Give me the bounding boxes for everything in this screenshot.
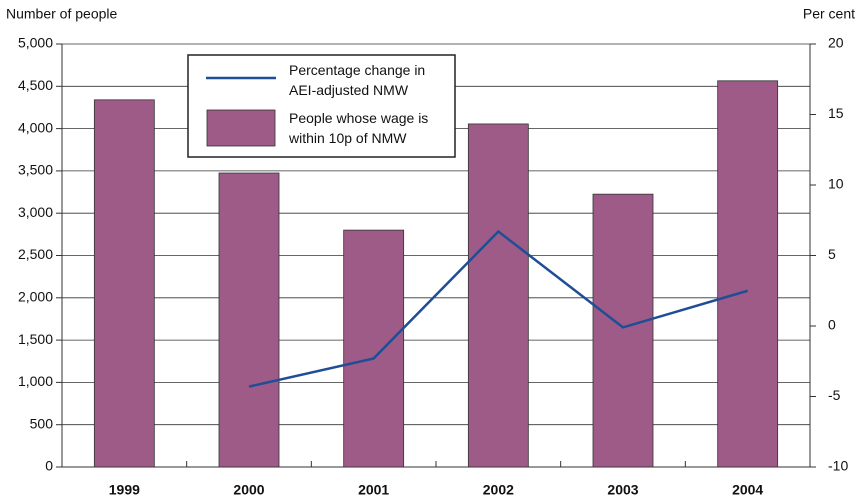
y-tick-label: 2,000	[18, 289, 53, 305]
x-tick-label: 2002	[483, 482, 514, 498]
x-tick-label: 2004	[732, 482, 763, 498]
y-tick-label: 0	[45, 458, 53, 474]
legend-label: People whose wage is within 10p of NMW	[289, 110, 429, 146]
y2-tick-label: 10	[828, 176, 844, 192]
x-tick-label: 2000	[233, 482, 264, 498]
y2-tick-label: 5	[828, 246, 836, 262]
bar	[343, 229, 405, 468]
y-tick-label: 5,000	[18, 35, 53, 51]
y-tick-label: 4,500	[18, 77, 53, 93]
legend-swatch	[206, 109, 276, 147]
x-tick-label: 2001	[358, 482, 389, 498]
y2-tick-label: -5	[828, 387, 841, 403]
x-tick-label: 2003	[607, 482, 638, 498]
line	[248, 229, 749, 388]
y2-tick-label: -10	[828, 458, 848, 474]
bar	[93, 99, 155, 468]
x-tick-label: 1999	[109, 482, 140, 498]
y-tick-label: 4,000	[18, 119, 53, 135]
y-tick-label: 500	[30, 415, 54, 431]
y-axis-label: Number of people	[6, 6, 118, 22]
y2-tick-label: 15	[828, 105, 844, 121]
bar	[218, 172, 280, 468]
y-tick-label: 3,000	[18, 204, 53, 220]
y2-axis-label: Per cent	[803, 6, 855, 22]
bar	[467, 123, 529, 468]
y-tick-label: 2,500	[18, 246, 53, 262]
y2-tick-label: 0	[828, 317, 836, 333]
bar	[717, 80, 779, 468]
y-tick-label: 1,500	[18, 331, 53, 347]
y-tick-label: 3,500	[18, 162, 53, 178]
legend-label: Percentage change in AEI-adjusted NMW	[289, 62, 426, 98]
y-tick-label: 1,000	[18, 373, 53, 389]
y2-tick-label: 20	[828, 35, 844, 51]
bar	[592, 193, 654, 468]
